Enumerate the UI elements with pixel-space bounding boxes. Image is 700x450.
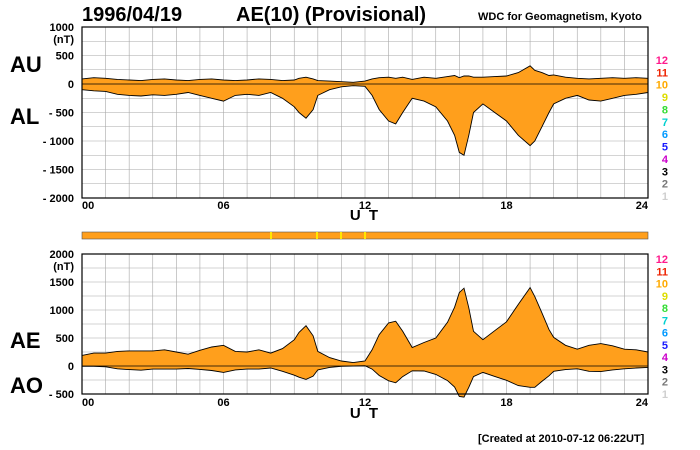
station-count-label: 4 [662, 154, 669, 166]
unit-label: (nT) [53, 261, 74, 273]
station-count-label: 1 [662, 389, 668, 401]
y-tick-label: 2000 [50, 249, 74, 261]
station-count-label: 2 [662, 377, 668, 389]
y-tick-label: 1000 [50, 22, 74, 34]
x-tick-label: 12 [359, 200, 371, 212]
series-line-ae [81, 286, 649, 364]
y-tick-label: 1000 [50, 305, 74, 317]
x-tick-label: 18 [500, 397, 512, 409]
x-tick-label: 24 [636, 397, 649, 409]
station-count-label: 7 [662, 117, 668, 129]
station-count-label: 5 [662, 340, 668, 352]
x-axis-label: U T [350, 405, 380, 422]
y-tick-label: - 1000 [43, 136, 74, 148]
station-count-label: 10 [656, 80, 668, 92]
created-timestamp: [Created at 2010-07-12 06:22UT] [478, 433, 645, 445]
y-tick-label: 0 [68, 79, 74, 91]
station-coverage-strip [81, 231, 649, 240]
station-count-label: 2 [662, 179, 668, 191]
station-count-label: 6 [662, 328, 668, 340]
y-tick-label: 500 [56, 333, 74, 345]
station-count-label: 9 [662, 291, 668, 303]
series-line-au [81, 65, 649, 83]
station-count-label: 8 [662, 303, 668, 315]
station-count-label: 9 [662, 92, 668, 104]
y-tick-label: - 500 [49, 108, 74, 120]
ae-label: AE [10, 328, 41, 353]
ao-label: AO [10, 373, 43, 398]
station-count-label: 6 [662, 129, 668, 141]
station-count-label: 3 [662, 166, 668, 178]
coverage-mark [316, 232, 318, 239]
station-count-label: 5 [662, 142, 668, 154]
y-tick-label: 0 [68, 361, 74, 373]
x-axis-label: U T [350, 207, 380, 224]
y-tick-label: - 2000 [43, 193, 74, 205]
coverage-mark [364, 232, 366, 239]
area-band [82, 287, 648, 398]
unit-label: (nT) [53, 34, 74, 46]
station-count-label: 1 [662, 191, 668, 203]
station-count-label: 12 [656, 55, 668, 67]
station-count-label: 12 [656, 254, 668, 266]
x-tick-label: 00 [82, 397, 94, 409]
index-title: AE(10) (Provisional) [236, 4, 427, 26]
y-tick-label: 1500 [50, 277, 74, 289]
station-count-label: 11 [656, 67, 668, 79]
station-count-label: 10 [656, 279, 668, 291]
series-line-al [81, 85, 649, 157]
station-count-label: 4 [662, 352, 669, 364]
station-count-label: 3 [662, 364, 668, 376]
x-tick-label: 00 [82, 200, 94, 212]
x-tick-label: 12 [359, 397, 371, 409]
station-count-label: 8 [662, 104, 668, 116]
al-label: AL [10, 104, 40, 129]
x-tick-label: 24 [636, 200, 649, 212]
coverage-mark [340, 232, 342, 239]
x-tick-label: 18 [500, 200, 512, 212]
y-tick-label: - 500 [49, 389, 74, 401]
x-tick-label: 06 [217, 397, 229, 409]
data-source: WDC for Geomagnetism, Kyoto [478, 11, 642, 23]
coverage-mark [270, 232, 272, 239]
plot-frame [81, 253, 649, 395]
series-line-ao [82, 365, 649, 398]
date-title: 1996/04/19 [82, 4, 183, 26]
station-count-label: 7 [662, 315, 668, 327]
ae-ao-chart: 2000 1500 1000 500 0 - 500 (nT) 00 06 12 18 24 U T [49, 249, 649, 422]
y-tick-label: 500 [56, 51, 74, 63]
au-al-chart: 1000 500 0 - 500 - 1000 - 1500 - 2000 (nT) 00 06 1… [43, 22, 649, 224]
station-count-label: 11 [656, 266, 668, 278]
x-tick-label: 06 [217, 200, 229, 212]
area-band [82, 65, 648, 156]
au-label: AU [10, 52, 42, 77]
y-tick-label: - 1500 [43, 165, 74, 177]
plot-frame [81, 26, 649, 199]
